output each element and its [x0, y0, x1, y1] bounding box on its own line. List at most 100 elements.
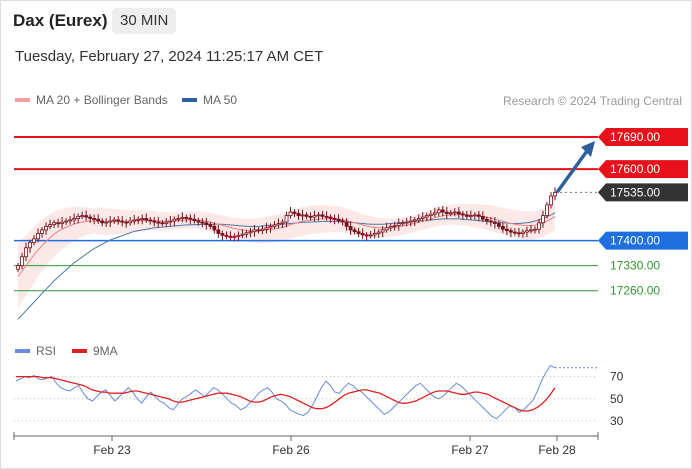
instrument-title: Dax (Eurex): [13, 11, 108, 30]
candle: [452, 211, 457, 214]
candle: [192, 218, 197, 222]
candle: [368, 234, 373, 237]
candle: [60, 221, 64, 224]
candle: [332, 218, 337, 220]
legend-ma50: MA 50: [182, 93, 237, 107]
candle: [400, 222, 405, 225]
candle: [136, 218, 141, 221]
candle: [364, 234, 369, 237]
candle: [80, 215, 85, 218]
candle: [525, 230, 529, 233]
rsi-tick-label: 70: [610, 370, 624, 384]
candle: [501, 225, 505, 230]
candle: [160, 222, 165, 225]
candle: [440, 209, 445, 213]
level-tag: [598, 160, 688, 179]
legend-rsi: RSI: [15, 344, 56, 358]
legend-rsi-ma: 9MA: [72, 344, 118, 358]
candle: [360, 233, 365, 236]
credit-text: Research © 2024 Trading Central: [503, 94, 682, 108]
candle: [328, 216, 333, 219]
candle: [112, 219, 117, 222]
candle: [148, 219, 153, 222]
candle: [28, 242, 32, 249]
candle: [236, 234, 241, 237]
ma20-label: MA 20 + Bollinger Bands: [36, 93, 168, 107]
legend-ma20: MA 20 + Bollinger Bands: [15, 93, 168, 107]
candle: [344, 221, 349, 227]
candle: [64, 220, 68, 223]
candle: [276, 223, 281, 226]
candle: [224, 234, 229, 237]
candle: [480, 215, 485, 220]
ma50-label: MA 50: [203, 93, 238, 107]
candle: [472, 214, 477, 217]
candle: [384, 227, 389, 231]
level-label: 17330.00: [610, 259, 660, 273]
candle: [144, 218, 149, 221]
candle: [509, 230, 513, 233]
candle: [92, 218, 97, 220]
candle: [220, 233, 225, 236]
candle: [116, 219, 121, 222]
candle: [484, 218, 489, 222]
ma20-swatch: [15, 98, 30, 102]
candle: [304, 214, 309, 217]
candle: [248, 231, 253, 234]
candle: [68, 219, 72, 222]
candle: [124, 221, 129, 224]
candle: [513, 231, 517, 234]
candle: [541, 215, 545, 224]
candle: [404, 221, 409, 224]
level-label: 17690.00: [610, 130, 660, 144]
candle: [517, 232, 521, 235]
projection-arrowhead: [581, 141, 595, 158]
candle: [120, 220, 125, 223]
candle: [537, 222, 541, 230]
x-tick-label: Feb 26: [272, 443, 310, 457]
candle: [448, 212, 453, 215]
candle: [308, 215, 313, 218]
candle: [300, 214, 305, 217]
candle: [553, 192, 557, 197]
candle: [372, 233, 377, 236]
candle: [416, 218, 421, 221]
candle: [380, 229, 385, 233]
rsi-label: RSI: [36, 344, 57, 358]
candle: [529, 229, 533, 232]
candle: [533, 228, 537, 231]
ma50-swatch: [182, 98, 197, 102]
candle: [312, 215, 317, 218]
candle: [100, 220, 105, 224]
candle: [488, 220, 493, 223]
rsi-tick-label: 50: [610, 392, 624, 406]
candle: [272, 224, 277, 227]
candle: [340, 220, 345, 223]
timeframe-badge[interactable]: 30 MIN: [112, 8, 177, 34]
candle: [336, 218, 341, 222]
candle: [444, 211, 449, 214]
candle: [352, 229, 357, 233]
candle: [104, 221, 109, 224]
candle: [268, 225, 273, 229]
candle: [408, 220, 413, 223]
candle: [396, 223, 401, 227]
candle: [436, 209, 441, 214]
candle: [260, 228, 265, 232]
candle: [280, 221, 285, 224]
candle: [44, 225, 48, 231]
candle: [464, 214, 469, 217]
candle: [428, 213, 433, 217]
candle: [188, 217, 193, 220]
candle: [228, 235, 233, 238]
candle: [180, 217, 185, 219]
candle: [156, 221, 161, 224]
candle: [216, 229, 221, 234]
candle: [196, 220, 201, 223]
candle: [324, 215, 329, 218]
candle: [545, 204, 549, 217]
level-label: 17400.00: [610, 234, 660, 248]
candle: [84, 215, 89, 218]
candle: [172, 218, 177, 222]
